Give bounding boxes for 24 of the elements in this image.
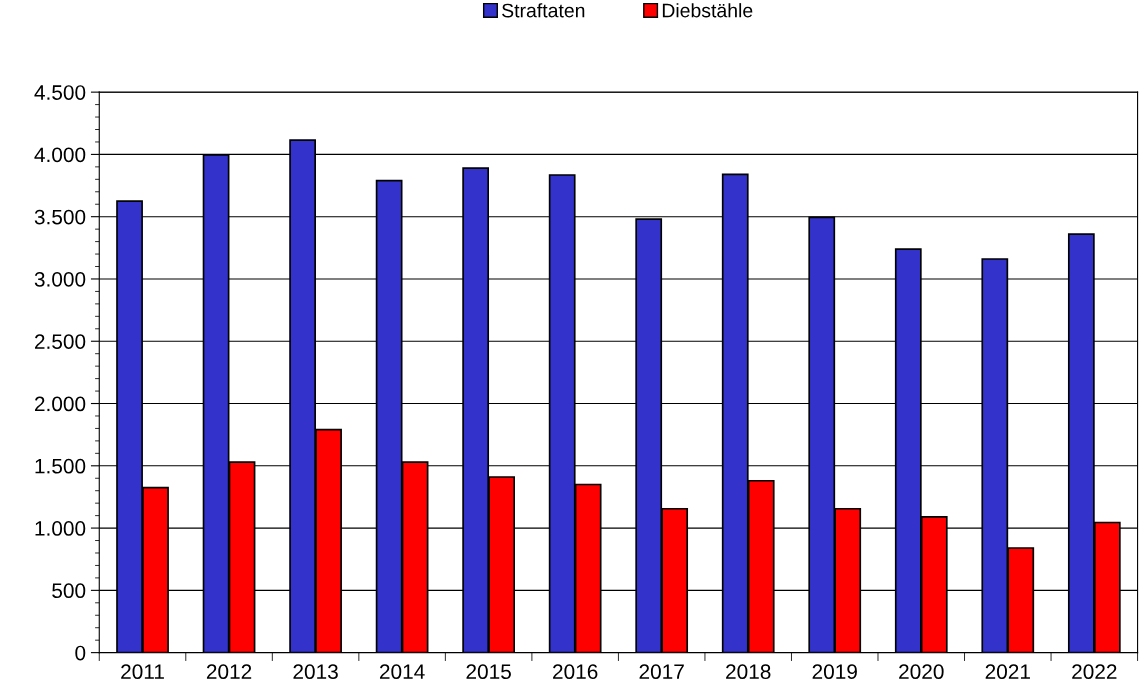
legend-label: Straftaten xyxy=(502,3,585,18)
x-tick-label: 2018 xyxy=(726,664,771,680)
x-tick-label: 2014 xyxy=(379,664,425,680)
y-tick-label: 4.500 xyxy=(34,85,86,100)
x-tick-label: 2019 xyxy=(812,664,857,680)
x-tick-label: 2017 xyxy=(639,664,684,680)
y-tick-label: 1.000 xyxy=(35,521,86,536)
y-tick-label: 2.000 xyxy=(34,396,86,412)
y-tick-label: 3.500 xyxy=(34,209,86,225)
x-tick-label: 2011 xyxy=(121,664,164,680)
x-tick-label: 2016 xyxy=(553,664,598,680)
x-tick-label: 2012 xyxy=(206,664,252,680)
legend-label: Diebstähle xyxy=(662,3,753,18)
x-tick-label: 2020 xyxy=(899,664,944,680)
x-tick-label: 2013 xyxy=(293,664,338,680)
x-tick-label: 2021 xyxy=(985,664,1030,680)
y-tick-label: 2.500 xyxy=(34,334,86,349)
y-tick-label: 0 xyxy=(75,645,86,661)
y-tick-label: 3.000 xyxy=(34,271,86,287)
y-tick-label: 1.500 xyxy=(35,458,86,474)
x-tick-label: 2022 xyxy=(1072,664,1117,680)
y-tick-label: 500 xyxy=(52,583,86,599)
y-tick-label: 4.000 xyxy=(34,147,86,163)
x-tick-label: 2015 xyxy=(466,664,511,680)
